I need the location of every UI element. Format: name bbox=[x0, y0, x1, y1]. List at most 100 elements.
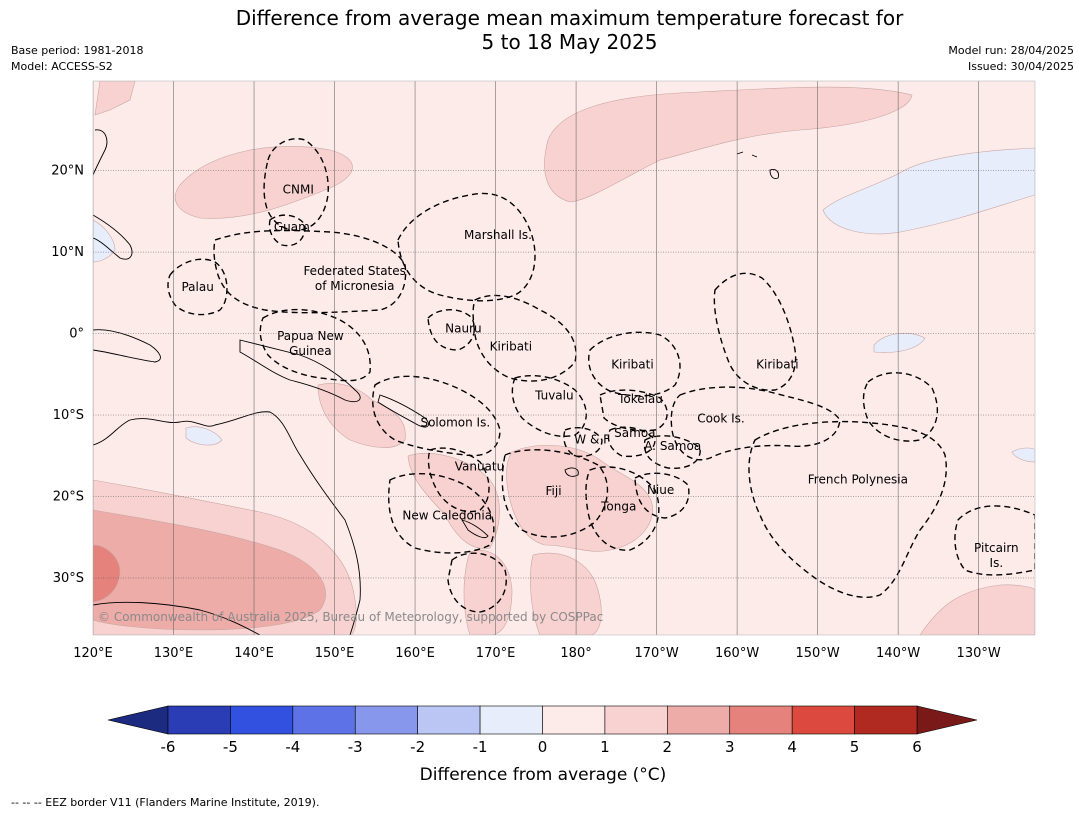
region-label: Kiribati bbox=[611, 358, 653, 372]
lon-tick-label: 170°W bbox=[635, 646, 679, 661]
region-label-line: Papua New bbox=[277, 329, 344, 343]
region-label-line: Tuvalu bbox=[534, 389, 574, 403]
region-label-line: Nauru bbox=[445, 322, 481, 336]
region-label-line: Tonga bbox=[600, 499, 636, 513]
lon-tick-label: 140°W bbox=[876, 646, 920, 661]
region-label-line: Fiji bbox=[546, 484, 562, 498]
copyright-notice: © Commonwealth of Australia 2025, Bureau… bbox=[98, 610, 603, 624]
region-label-line: Is. bbox=[990, 556, 1004, 570]
anomaly-band-neg1-0 bbox=[873, 332, 926, 353]
lat-tick-label: 20°S bbox=[53, 490, 84, 505]
region-label-line: French Polynesia bbox=[808, 472, 908, 486]
region-label: Papua New Guinea bbox=[277, 329, 344, 358]
colorbar-tick-label: -6 bbox=[161, 738, 176, 756]
region-label-line: Palau bbox=[181, 280, 213, 294]
eez-border-tuvalu bbox=[511, 375, 587, 437]
footer-note: -- -- -- EEZ border V11 (Flanders Marine… bbox=[11, 796, 320, 809]
region-label-line: Federated States bbox=[303, 264, 405, 278]
region-label: Cook Is. bbox=[697, 411, 744, 425]
eez-border-american-samoa bbox=[643, 435, 701, 469]
lon-tick-label: 130°W bbox=[957, 646, 1001, 661]
anomaly-band-1-2 bbox=[919, 584, 1035, 635]
eez-border-cnmi bbox=[263, 138, 329, 231]
model-run: Model run: 28/04/2025 bbox=[948, 44, 1074, 57]
region-label-line: Solomon Is. bbox=[420, 415, 490, 429]
colorbar-tick-label: -2 bbox=[410, 738, 425, 756]
coastline-fiji bbox=[564, 467, 579, 477]
colorbar-bin bbox=[479, 705, 543, 735]
colorbar-bin bbox=[791, 705, 855, 735]
region-labels: CNMI Guam Marshall Is. Federated States of M… bbox=[181, 182, 1018, 569]
anomaly-band-1-2 bbox=[463, 550, 513, 635]
colorbar-bin bbox=[854, 705, 918, 735]
colorbar-bin bbox=[729, 705, 793, 735]
eez-border-cook-islands bbox=[670, 386, 841, 461]
eez-borders bbox=[167, 138, 1035, 613]
title-line-2: 5 to 18 May 2025 bbox=[481, 30, 658, 54]
eez-border-french-polynesia bbox=[748, 420, 947, 598]
anomaly-band-1-2 bbox=[544, 86, 913, 203]
region-label: W & F bbox=[574, 433, 610, 447]
eez-border-samoa bbox=[607, 426, 656, 458]
colorbar-bin bbox=[417, 705, 481, 735]
anomaly-band-1-2 bbox=[94, 81, 136, 116]
colorbar-tick-label: 5 bbox=[850, 738, 860, 756]
colorbar-bin bbox=[292, 705, 356, 735]
eez-border-pitcairn bbox=[954, 505, 1035, 576]
eez-border-vanuatu bbox=[427, 447, 490, 513]
colorbar-bin bbox=[230, 705, 294, 735]
region-label: Palau bbox=[181, 280, 213, 294]
lon-tick-label: 130°E bbox=[154, 646, 194, 661]
colorbar-tick-label: -4 bbox=[285, 738, 300, 756]
anomaly-band-neg1-0 bbox=[822, 147, 1035, 235]
region-label-line: W & F bbox=[574, 433, 610, 447]
region-label: Nauru bbox=[445, 322, 481, 336]
region-label: Solomon Is. bbox=[420, 415, 490, 429]
lat-tick-label: 30°S bbox=[53, 571, 84, 586]
colorbar-bin bbox=[542, 705, 606, 735]
eez-border-tonga bbox=[585, 466, 660, 551]
region-label-line: New Caledonia bbox=[402, 508, 492, 522]
anomaly-band-1-2 bbox=[506, 445, 653, 552]
coastline-new-zealand bbox=[93, 601, 261, 635]
region-label: New Caledonia bbox=[402, 508, 492, 522]
region-label: Samoa bbox=[614, 426, 655, 440]
anomaly-band-1-2 bbox=[317, 383, 406, 448]
region-label-line: Kiribati bbox=[756, 358, 798, 372]
eez-border-nauru bbox=[427, 309, 476, 351]
colorbar-tick-label: 1 bbox=[600, 738, 610, 756]
eez-border-guam bbox=[268, 214, 306, 247]
region-label: Fiji bbox=[546, 484, 562, 498]
colorbar-extend-high bbox=[916, 705, 978, 735]
meta-right: Model run: 28/04/2025 Issued: 30/04/2025 bbox=[948, 43, 1074, 75]
region-label: Guam bbox=[274, 220, 310, 234]
map-title: Difference from average mean maximum tem… bbox=[0, 6, 1085, 54]
region-label-line: Cook Is. bbox=[697, 411, 744, 425]
anomaly-band-3-4 bbox=[93, 544, 121, 603]
lon-tick-label: 180° bbox=[560, 646, 591, 661]
colorbar-tick-label: 4 bbox=[787, 738, 797, 756]
colorbar-bin bbox=[354, 705, 418, 735]
eez-border-png bbox=[259, 308, 371, 382]
region-label: Federated States of Micronesia bbox=[303, 264, 405, 293]
region-label: Tuvalu bbox=[534, 389, 574, 403]
anomaly-band-neg1-0 bbox=[185, 426, 223, 446]
eez-border-norfolk bbox=[447, 552, 507, 613]
eez-border-kiribati-phoenix bbox=[588, 331, 681, 397]
lat-tick-label: 0° bbox=[69, 327, 84, 342]
region-label-line: Guinea bbox=[289, 344, 332, 358]
region-label-line: Niue bbox=[647, 483, 674, 497]
eez-border-kiribati-west bbox=[472, 294, 577, 382]
region-label-line: CNMI bbox=[283, 182, 314, 196]
region-label-line: of Micronesia bbox=[315, 279, 395, 293]
region-label: Marshall Is. bbox=[464, 228, 532, 242]
anomaly-band-1-2 bbox=[530, 552, 602, 635]
colorbar-tick-label: 0 bbox=[538, 738, 548, 756]
eez-border-solomon bbox=[372, 375, 501, 457]
lon-tick-label: 170°E bbox=[476, 646, 516, 661]
anomaly-band-neg1-0 bbox=[1011, 447, 1035, 463]
region-label-line: Tokelau bbox=[617, 392, 663, 406]
coastline-indonesia bbox=[93, 329, 161, 363]
colorbar-bin bbox=[604, 705, 668, 735]
